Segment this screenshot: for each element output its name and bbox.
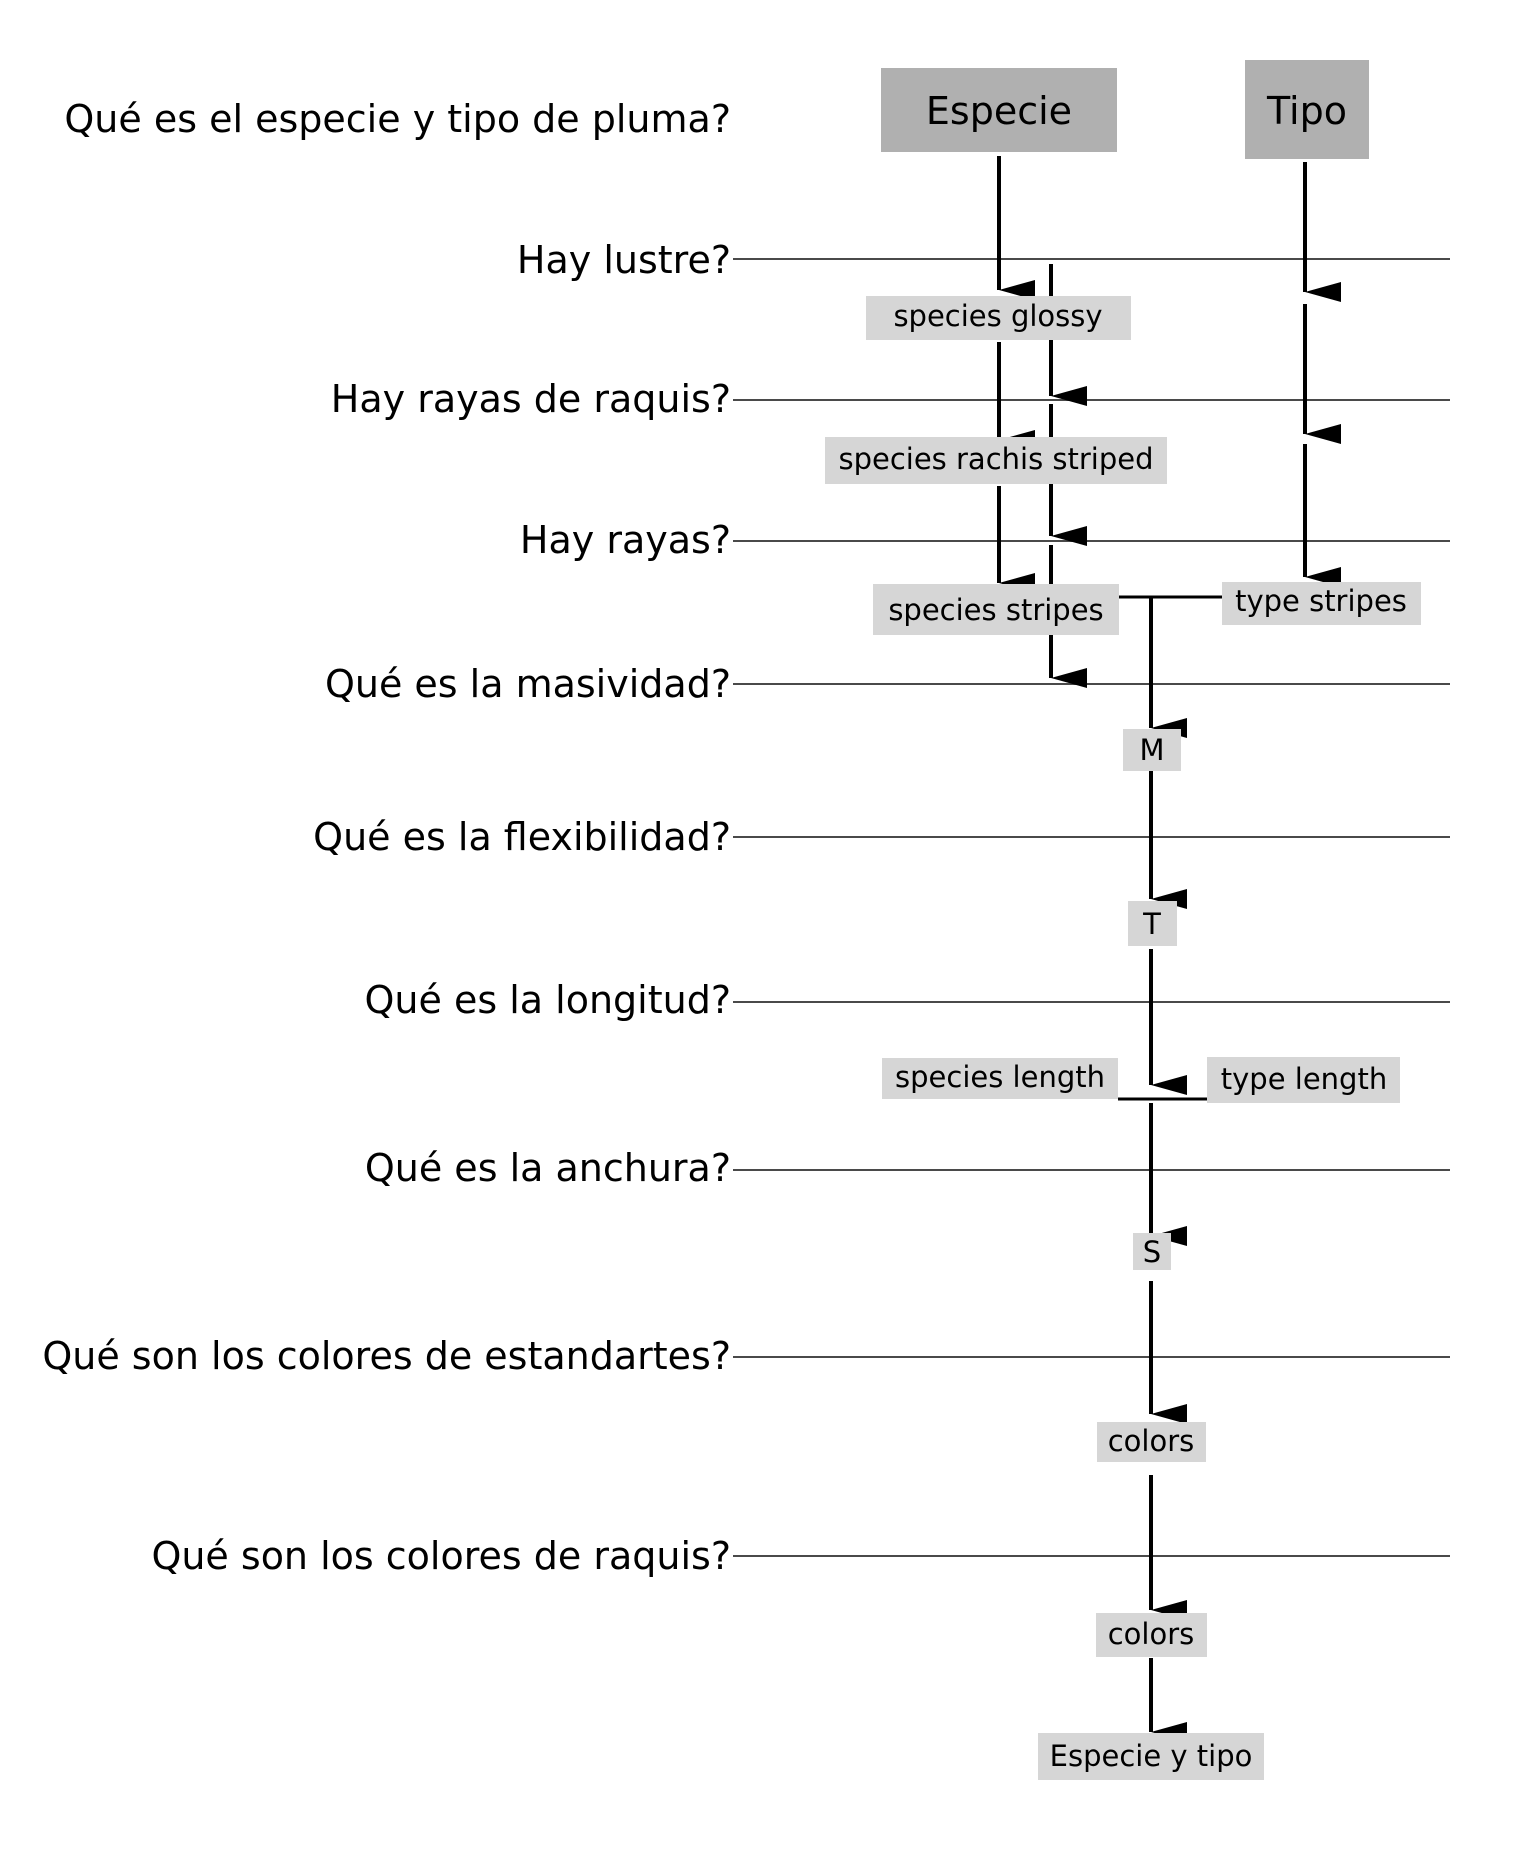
node-especie-y-tipo-label: Especie y tipo (1050, 1739, 1253, 1773)
question-width: Qué es la anchura? (365, 1146, 731, 1190)
question-labels: Qué es el especie y tipo de pluma? Hay l… (42, 97, 731, 1578)
question-flexibility: Qué es la flexibilidad? (313, 815, 731, 859)
node-type-stripes: type stripes (1222, 582, 1421, 625)
node-tipo-label: Tipo (1266, 89, 1347, 133)
node-m-label: M (1139, 733, 1164, 767)
node-species-stripes: species stripes (873, 584, 1119, 635)
node-colors-vanes: colors (1097, 1422, 1206, 1462)
node-colors-vanes-label: colors (1108, 1424, 1195, 1458)
node-type-length: type length (1207, 1057, 1400, 1103)
node-colors-rachis: colors (1096, 1613, 1207, 1657)
node-s: S (1133, 1233, 1171, 1270)
question-massiveness: Qué es la masividad? (325, 662, 731, 706)
node-especie-label: Especie (926, 89, 1072, 133)
node-species-stripes-label: species stripes (888, 593, 1103, 627)
node-especie-y-tipo: Especie y tipo (1038, 1733, 1264, 1780)
question-rachis-stripes: Hay rayas de raquis? (331, 377, 731, 421)
flow-nodes: species glossy species rachis striped sp… (825, 296, 1421, 1780)
question-stripes: Hay rayas? (520, 518, 731, 562)
node-t: T (1128, 901, 1177, 946)
node-especie: Especie (881, 68, 1117, 152)
question-species-type: Qué es el especie y tipo de pluma? (64, 97, 731, 141)
question-length: Qué es la longitud? (365, 978, 731, 1022)
question-rachis-colors: Qué son los colores de raquis? (151, 1534, 731, 1578)
node-species-length-label: species length (895, 1060, 1105, 1094)
node-s-label: S (1143, 1235, 1161, 1269)
node-species-glossy: species glossy (866, 296, 1131, 340)
node-colors-rachis-label: colors (1108, 1617, 1195, 1651)
node-t-label: T (1142, 907, 1161, 941)
question-vane-colors: Qué son los colores de estandartes? (42, 1334, 731, 1378)
node-species-glossy-label: species glossy (893, 299, 1102, 333)
question-lustre: Hay lustre? (517, 238, 731, 282)
node-type-stripes-label: type stripes (1235, 584, 1407, 618)
node-tipo: Tipo (1245, 60, 1369, 159)
node-species-length: species length (882, 1058, 1118, 1099)
node-type-length-label: type length (1221, 1062, 1387, 1096)
node-species-rachis-striped: species rachis striped (825, 437, 1167, 484)
question-lines (733, 258, 1450, 1557)
node-species-rachis-striped-label: species rachis striped (838, 442, 1153, 476)
header-nodes: Especie Tipo (881, 60, 1369, 159)
node-m: M (1123, 729, 1181, 771)
